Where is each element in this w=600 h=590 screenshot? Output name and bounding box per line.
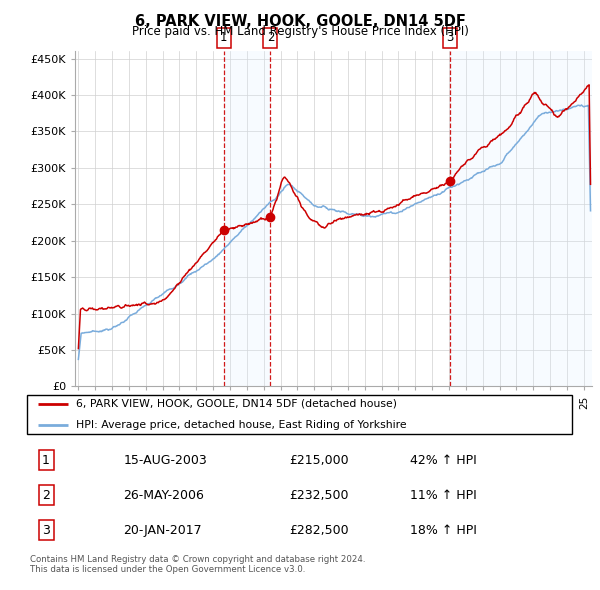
Text: This data is licensed under the Open Government Licence v3.0.: This data is licensed under the Open Gov… [30, 565, 305, 574]
Text: Price paid vs. HM Land Registry's House Price Index (HPI): Price paid vs. HM Land Registry's House … [131, 25, 469, 38]
Text: £282,500: £282,500 [289, 524, 349, 537]
Text: £232,500: £232,500 [289, 489, 349, 502]
Text: 3: 3 [446, 31, 454, 44]
Text: 1: 1 [220, 31, 227, 44]
FancyBboxPatch shape [27, 395, 572, 434]
Text: 42% ↑ HPI: 42% ↑ HPI [410, 454, 477, 467]
Text: 3: 3 [42, 524, 50, 537]
Text: 26-MAY-2006: 26-MAY-2006 [124, 489, 204, 502]
Text: 15-AUG-2003: 15-AUG-2003 [124, 454, 207, 467]
Text: 2: 2 [266, 31, 274, 44]
Text: 11% ↑ HPI: 11% ↑ HPI [410, 489, 477, 502]
Text: Contains HM Land Registry data © Crown copyright and database right 2024.: Contains HM Land Registry data © Crown c… [30, 555, 365, 563]
Bar [224, 51, 271, 386]
Text: 2: 2 [42, 489, 50, 502]
Text: 6, PARK VIEW, HOOK, GOOLE, DN14 5DF: 6, PARK VIEW, HOOK, GOOLE, DN14 5DF [134, 14, 466, 29]
Text: £215,000: £215,000 [289, 454, 349, 467]
Text: HPI: Average price, detached house, East Riding of Yorkshire: HPI: Average price, detached house, East… [76, 420, 407, 430]
Text: 6, PARK VIEW, HOOK, GOOLE, DN14 5DF (detached house): 6, PARK VIEW, HOOK, GOOLE, DN14 5DF (det… [76, 399, 397, 408]
Text: 20-JAN-2017: 20-JAN-2017 [124, 524, 202, 537]
Text: 18% ↑ HPI: 18% ↑ HPI [410, 524, 477, 537]
Text: 1: 1 [42, 454, 50, 467]
Bar [450, 51, 592, 386]
